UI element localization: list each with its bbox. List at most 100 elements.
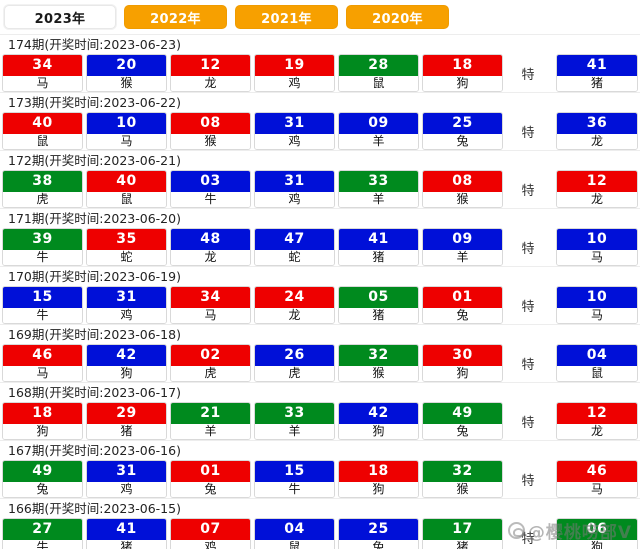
ball-number: 02 (171, 345, 250, 366)
draw-ball: 01 兔 (170, 460, 251, 498)
draw-ball: 48 龙 (170, 228, 251, 266)
draw-ball: 08 猴 (170, 112, 251, 150)
special-ball-label: 特 (521, 67, 535, 83)
special-ball-zodiac: 龙 (557, 134, 637, 149)
ball-zodiac: 猪 (87, 424, 166, 439)
ball-zodiac: 狗 (3, 424, 82, 439)
draw-row: 172期(开奖时间:2023-06-21) 38 虎 40 鼠 03 牛 31 鸡 33 羊 08 猴特… (0, 150, 640, 208)
draw-ball: 39 牛 (2, 228, 83, 266)
special-ball-label: 特 (521, 299, 535, 315)
ball-zodiac: 兔 (339, 540, 418, 549)
ball-number: 46 (3, 345, 82, 366)
ball-zodiac: 龙 (171, 250, 250, 265)
draw-ball: 20 猴 (86, 54, 167, 92)
draw-ball: 18 狗 (338, 460, 419, 498)
ball-number: 49 (3, 461, 82, 482)
draw-row: 169期(开奖时间:2023-06-18) 46 马 42 狗 02 虎 26 虎 32 猴 30 狗特… (0, 324, 640, 382)
ball-number: 33 (255, 403, 334, 424)
ball-zodiac: 龙 (255, 308, 334, 323)
draw-period-header: 171期(开奖时间:2023-06-20) (0, 208, 640, 228)
draw-balls-row: 27 牛 41 猪 07 鸡 04 鼠 25 兔 17 猪特 06 狗 (0, 518, 640, 549)
ball-zodiac: 龙 (171, 76, 250, 91)
draw-balls-row: 18 狗 29 猪 21 羊 33 羊 42 狗 49 兔特 12 龙 (0, 402, 640, 440)
ball-number: 18 (423, 55, 502, 76)
draw-row: 170期(开奖时间:2023-06-19) 15 牛 31 鸡 34 马 24 龙 05 猪 01 兔特… (0, 266, 640, 324)
draw-ball: 34 马 (170, 286, 251, 324)
year-tab-2021[interactable]: 2021年 (235, 5, 338, 29)
draw-ball: 41 猪 (86, 518, 167, 549)
ball-zodiac: 鼠 (339, 76, 418, 91)
special-ball: 12 龙 (556, 170, 638, 208)
ball-number: 31 (87, 287, 166, 308)
ball-number: 08 (423, 171, 502, 192)
draw-ball: 35 蛇 (86, 228, 167, 266)
draw-balls-row: 40 鼠 10 马 08 猴 31 鸡 09 羊 25 兔特 36 龙 (0, 112, 640, 150)
draw-ball: 03 牛 (170, 170, 251, 208)
draw-period-header: 172期(开奖时间:2023-06-21) (0, 150, 640, 170)
draw-ball: 32 猴 (338, 344, 419, 382)
ball-zodiac: 羊 (423, 250, 502, 265)
ball-zodiac: 牛 (171, 192, 250, 207)
ball-number: 27 (3, 519, 82, 540)
special-ball-label: 特 (521, 357, 535, 373)
draw-ball: 25 兔 (422, 112, 503, 150)
special-ball: 04 鼠 (556, 344, 638, 382)
special-ball: 46 马 (556, 460, 638, 498)
ball-number: 25 (339, 519, 418, 540)
draw-ball: 18 狗 (422, 54, 503, 92)
draw-ball: 04 鼠 (254, 518, 335, 549)
special-ball: 36 龙 (556, 112, 638, 150)
year-tab-2022[interactable]: 2022年 (124, 5, 227, 29)
ball-zodiac: 兔 (3, 482, 82, 497)
draw-ball: 40 鼠 (2, 112, 83, 150)
special-ball-zodiac: 狗 (557, 540, 637, 549)
ball-number: 25 (423, 113, 502, 134)
year-tab-2020[interactable]: 2020年 (346, 5, 449, 29)
draw-period-header: 169期(开奖时间:2023-06-18) (0, 324, 640, 344)
special-ball: 06 狗 (556, 518, 638, 549)
ball-number: 09 (339, 113, 418, 134)
ball-number: 01 (423, 287, 502, 308)
ball-zodiac: 鸡 (255, 76, 334, 91)
draw-ball: 01 兔 (422, 286, 503, 324)
draw-ball: 38 虎 (2, 170, 83, 208)
year-tab-2023[interactable]: 2023年 (4, 5, 116, 29)
ball-zodiac: 兔 (423, 308, 502, 323)
ball-number: 08 (171, 113, 250, 134)
draw-ball: 10 马 (86, 112, 167, 150)
draw-ball: 49 兔 (422, 402, 503, 440)
ball-number: 01 (171, 461, 250, 482)
draw-ball: 21 羊 (170, 402, 251, 440)
ball-zodiac: 牛 (3, 540, 82, 549)
ball-zodiac: 虎 (3, 192, 82, 207)
ball-number: 31 (255, 171, 334, 192)
ball-number: 41 (339, 229, 418, 250)
draw-period-header: 166期(开奖时间:2023-06-15) (0, 498, 640, 518)
ball-number: 24 (255, 287, 334, 308)
special-ball: 12 龙 (556, 402, 638, 440)
draw-ball: 41 猪 (338, 228, 419, 266)
ball-number: 42 (339, 403, 418, 424)
ball-number: 03 (171, 171, 250, 192)
draw-period-header: 173期(开奖时间:2023-06-22) (0, 92, 640, 112)
special-ball-number: 41 (557, 55, 637, 76)
draw-balls-row: 15 牛 31 鸡 34 马 24 龙 05 猪 01 兔特 10 马 (0, 286, 640, 324)
draw-row: 173期(开奖时间:2023-06-22) 40 鼠 10 马 08 猴 31 鸡 09 羊 25 兔特… (0, 92, 640, 150)
ball-number: 38 (3, 171, 82, 192)
special-ball: 41 猪 (556, 54, 638, 92)
ball-number: 34 (3, 55, 82, 76)
ball-zodiac: 鸡 (255, 192, 334, 207)
draw-balls-row: 34 马 20 猴 12 龙 19 鸡 28 鼠 18 狗特 41 猪 (0, 54, 640, 92)
draw-ball: 19 鸡 (254, 54, 335, 92)
draw-row: 174期(开奖时间:2023-06-23) 34 马 20 猴 12 龙 19 鸡 28 鼠 18 狗特… (0, 34, 640, 92)
ball-number: 19 (255, 55, 334, 76)
ball-number: 34 (171, 287, 250, 308)
draw-row: 171期(开奖时间:2023-06-20) 39 牛 35 蛇 48 龙 47 蛇 41 猪 09 羊特… (0, 208, 640, 266)
ball-zodiac: 兔 (423, 424, 502, 439)
special-ball-zodiac: 马 (557, 250, 637, 265)
ball-zodiac: 猴 (423, 482, 502, 497)
special-ball-label: 特 (521, 183, 535, 199)
ball-zodiac: 蛇 (87, 250, 166, 265)
draw-ball: 25 兔 (338, 518, 419, 549)
draw-ball: 31 鸡 (254, 112, 335, 150)
